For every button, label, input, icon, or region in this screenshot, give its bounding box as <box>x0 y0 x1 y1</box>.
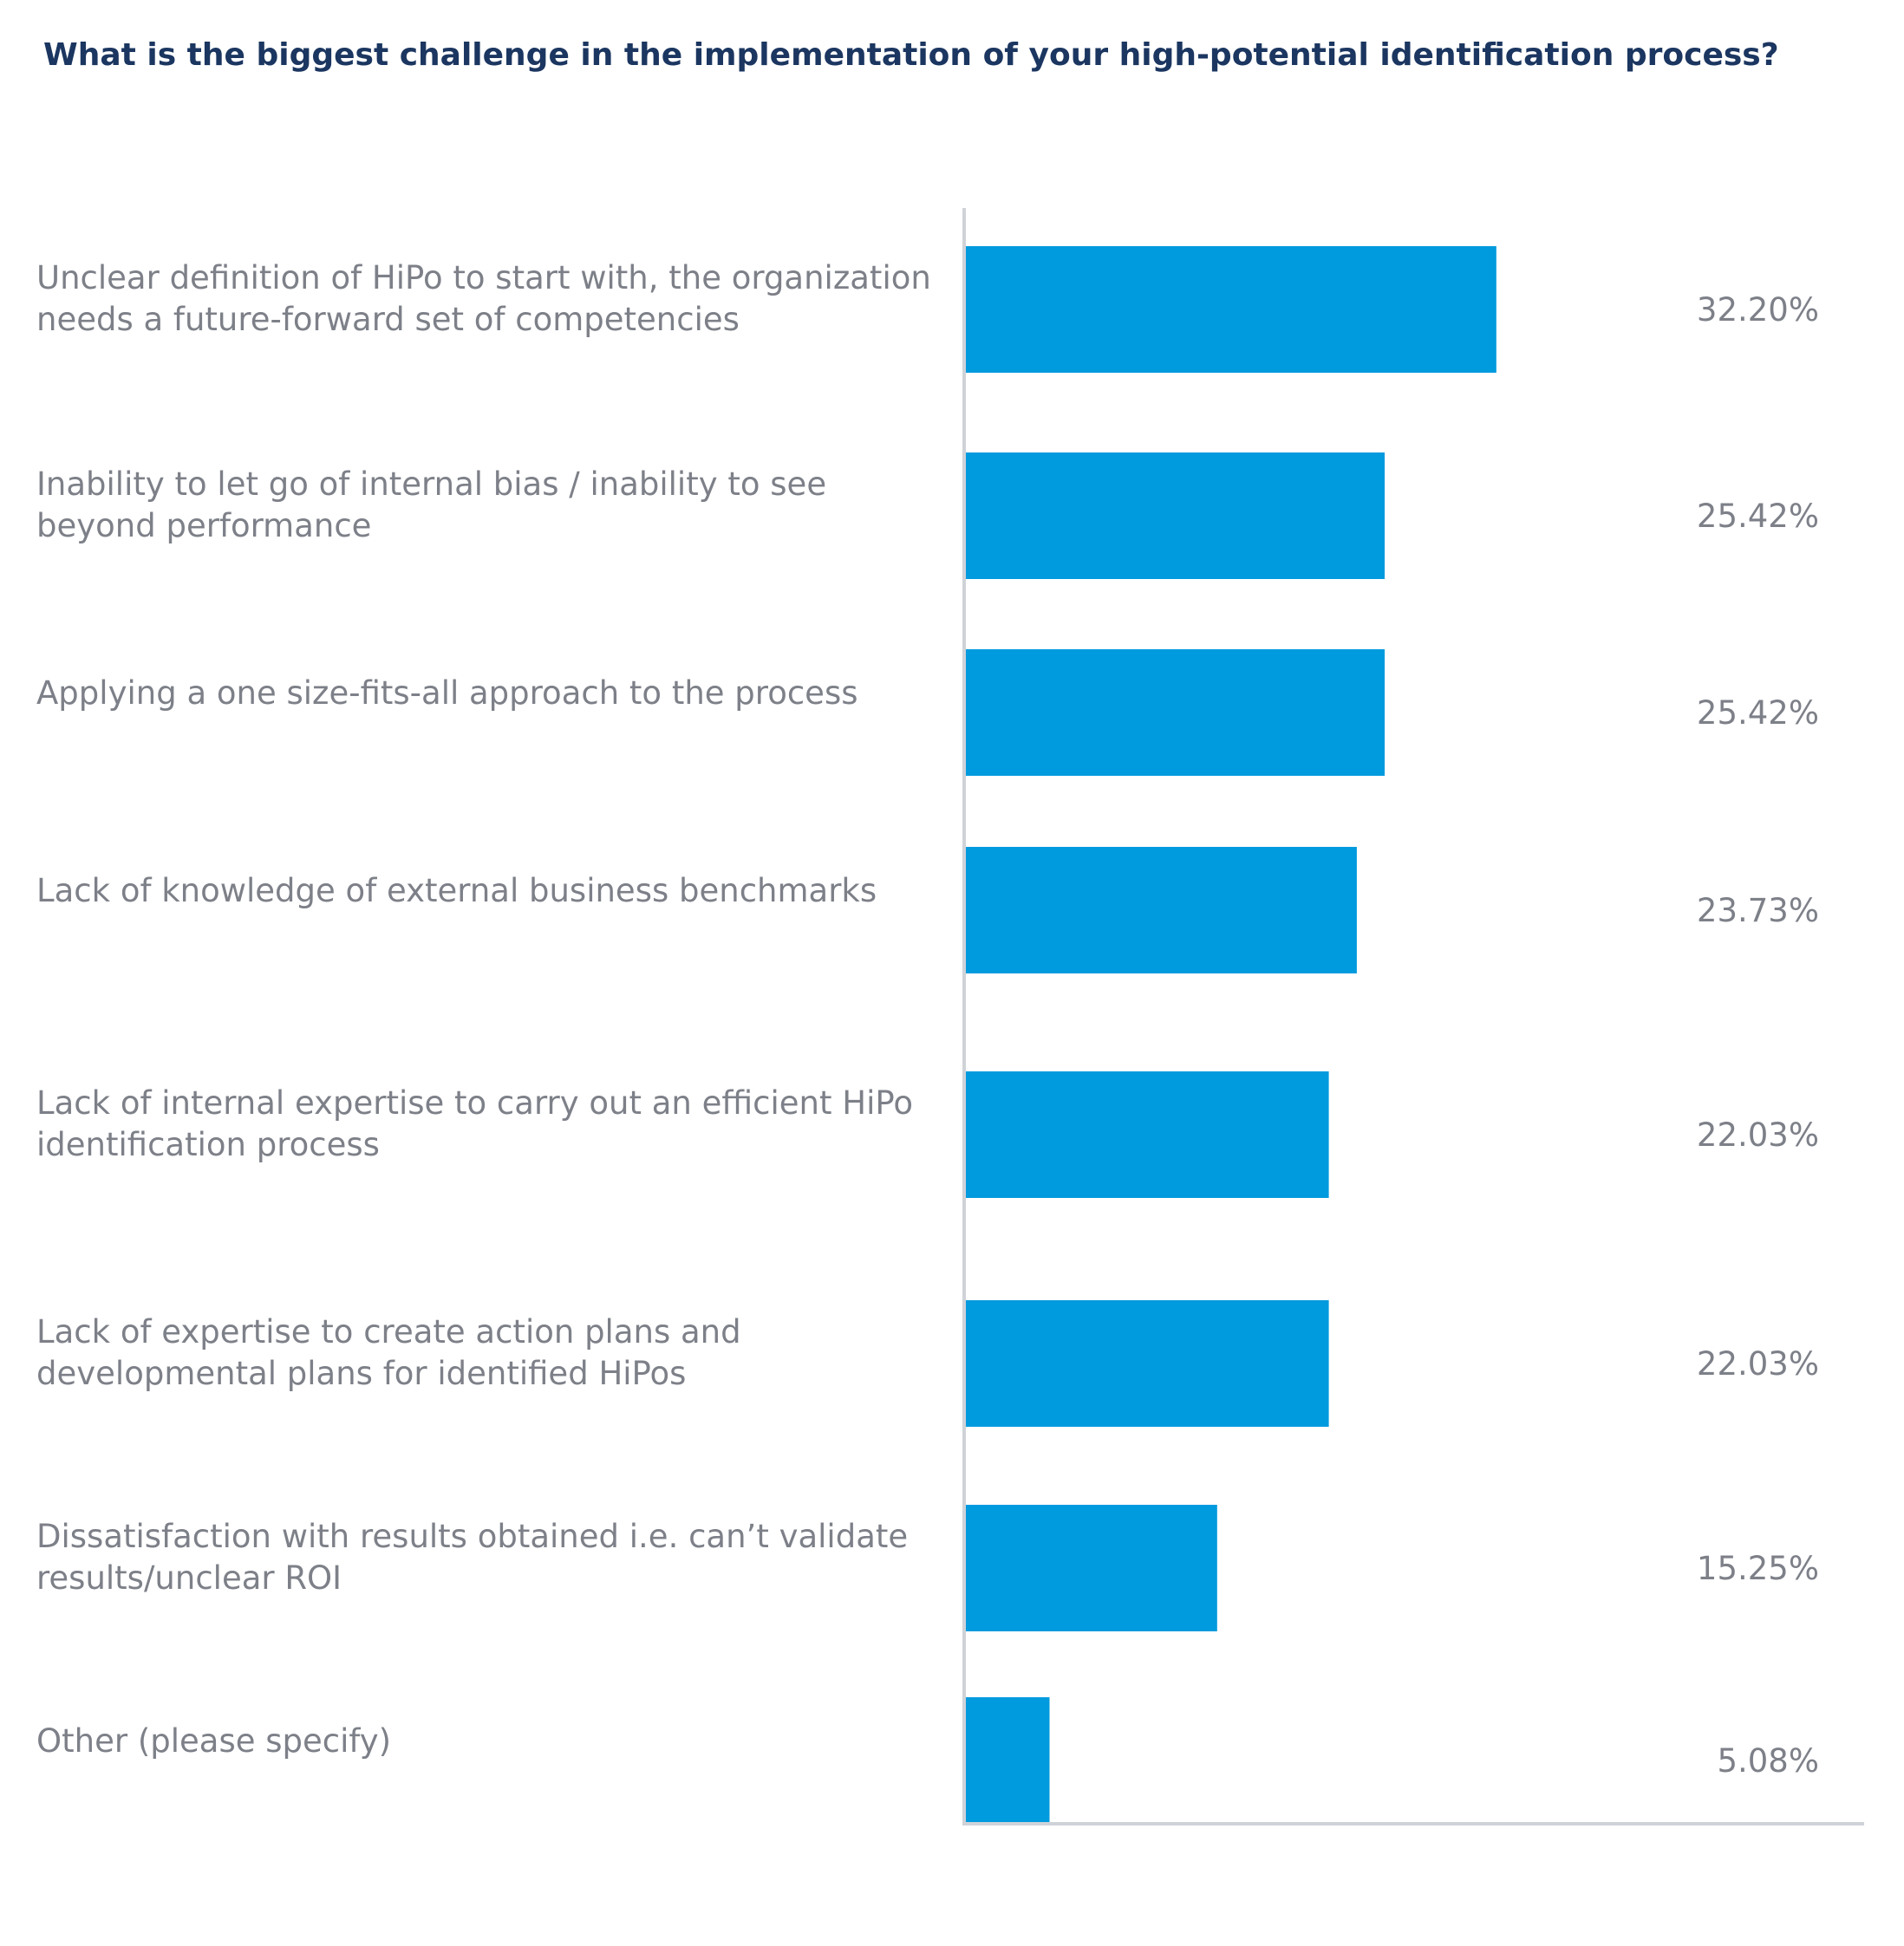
category-label-line: Inability to let go of internal bias / i… <box>36 465 826 503</box>
category-label-5: Lack of internal expertise to carry out … <box>36 1084 913 1163</box>
value-label-8: 5.08% <box>1717 1742 1819 1780</box>
value-label-5: 22.03% <box>1697 1116 1819 1154</box>
value-label-4: 23.73% <box>1697 892 1819 929</box>
category-label-4: Lack of knowledge of external business b… <box>36 872 877 909</box>
category-label-line: developmental plans for identified HiPos <box>36 1355 686 1392</box>
category-label-2: Inability to let go of internal bias / i… <box>36 465 826 544</box>
category-label-6: Lack of expertise to create action plans… <box>36 1313 741 1392</box>
value-label-2: 25.42% <box>1697 498 1819 535</box>
category-label-line: Lack of internal expertise to carry out … <box>36 1084 913 1122</box>
value-label-7: 15.25% <box>1697 1550 1819 1587</box>
category-label-line: Dissatisfaction with results obtained i.… <box>36 1518 908 1555</box>
category-label-line: needs a future-forward set of competenci… <box>36 301 740 338</box>
bar-7 <box>966 1505 1217 1631</box>
category-label-1: Unclear definition of HiPo to start with… <box>36 259 931 338</box>
category-label-3: Applying a one size-fits-all approach to… <box>36 674 858 712</box>
bar-3 <box>966 649 1385 776</box>
value-labels-group: 32.20% 25.42% 25.42% 23.73% 22.03% 22.03% 15.2… <box>1697 291 1819 1780</box>
bar-5 <box>966 1071 1329 1198</box>
value-label-6: 22.03% <box>1697 1345 1819 1383</box>
bar-1 <box>966 246 1496 373</box>
category-label-7: Dissatisfaction with results obtained i.… <box>36 1518 908 1597</box>
bar-4 <box>966 847 1357 973</box>
category-labels-group: Unclear definition of HiPo to start with… <box>36 259 931 1760</box>
category-label-line: beyond performance <box>36 507 371 544</box>
bars-group <box>966 246 1496 1824</box>
category-label-line: identification process <box>36 1126 380 1163</box>
value-label-1: 32.20% <box>1697 291 1819 329</box>
bar-6 <box>966 1300 1329 1427</box>
category-label-line: results/unclear ROI <box>36 1559 342 1597</box>
category-label-line: Other (please specify) <box>36 1722 391 1760</box>
chart-title: What is the biggest challenge in the imp… <box>43 37 1779 73</box>
category-label-line: Applying a one size-fits-all approach to… <box>36 674 858 712</box>
bar-2 <box>966 452 1385 579</box>
category-label-line: Unclear definition of HiPo to start with… <box>36 259 931 296</box>
value-label-3: 25.42% <box>1697 694 1819 732</box>
category-label-8: Other (please specify) <box>36 1722 391 1760</box>
category-label-line: Lack of expertise to create action plans… <box>36 1313 741 1350</box>
category-label-line: Lack of knowledge of external business b… <box>36 872 877 909</box>
bar-8 <box>966 1697 1050 1824</box>
